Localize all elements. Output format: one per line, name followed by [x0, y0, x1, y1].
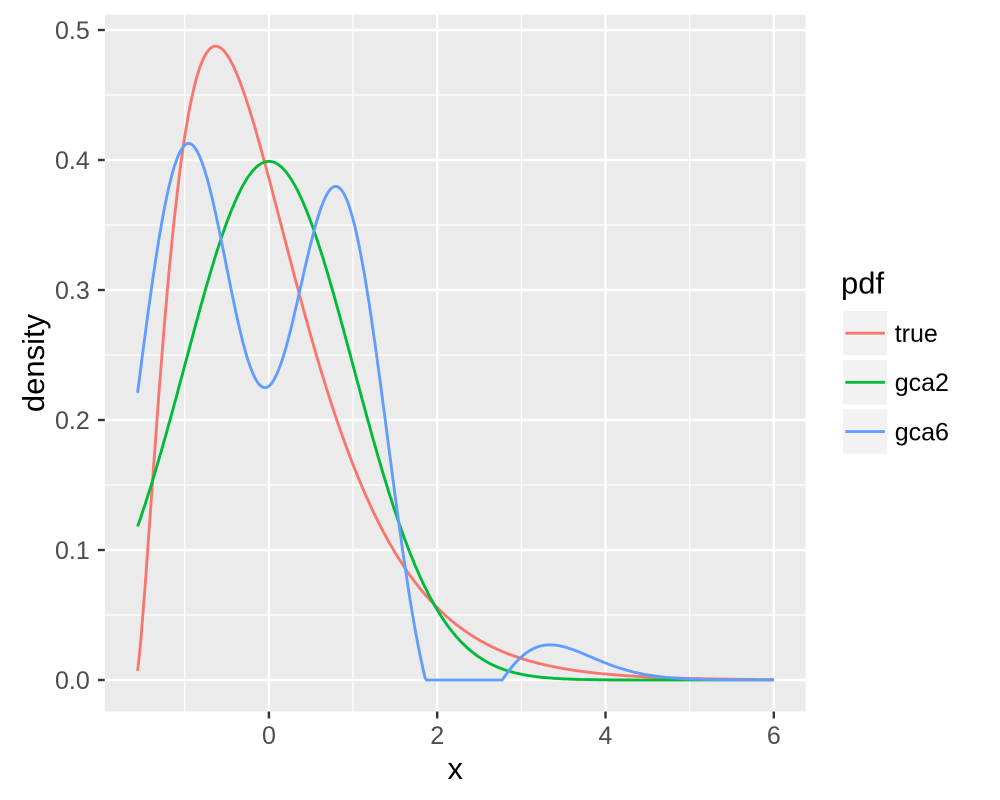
svg-text:4: 4 — [599, 722, 613, 750]
svg-text:0.5: 0.5 — [55, 17, 90, 45]
svg-text:0: 0 — [262, 722, 276, 750]
svg-text:0.4: 0.4 — [55, 147, 90, 175]
svg-text:0.0: 0.0 — [55, 667, 90, 695]
svg-text:2: 2 — [430, 722, 444, 750]
svg-text:0.2: 0.2 — [55, 407, 90, 435]
svg-text:gca6: gca6 — [895, 418, 949, 446]
svg-text:pdf: pdf — [841, 266, 884, 301]
svg-text:true: true — [895, 320, 938, 348]
svg-text:gca2: gca2 — [895, 369, 949, 397]
svg-text:6: 6 — [767, 722, 781, 750]
svg-text:0.1: 0.1 — [55, 537, 90, 565]
svg-text:density: density — [16, 313, 51, 412]
svg-text:0.3: 0.3 — [55, 277, 90, 305]
svg-text:x: x — [447, 751, 463, 786]
